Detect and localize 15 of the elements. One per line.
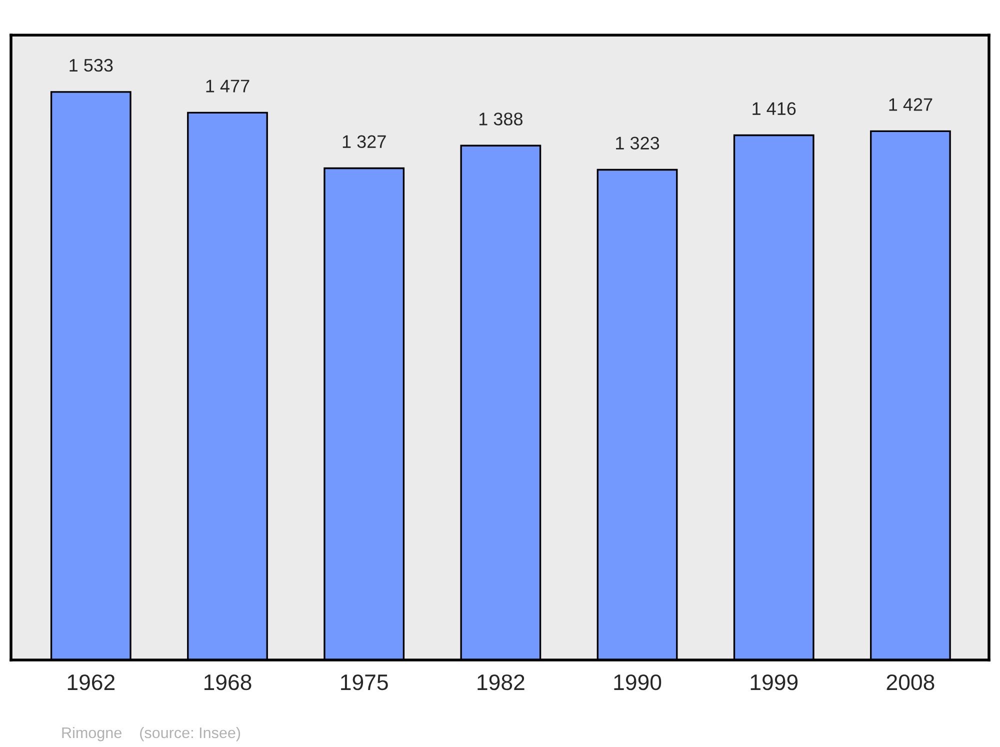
data-label: 1 323 <box>616 136 660 150</box>
data-label: 1 388 <box>479 112 522 126</box>
data-label: 1 477 <box>206 80 250 92</box>
x-tick-label: 1962 <box>68 674 115 690</box>
x-tick-label: 1999 <box>750 674 798 690</box>
data-label: 1 416 <box>752 102 796 116</box>
x-tick-label: 1975 <box>341 674 388 690</box>
data-label: 1 327 <box>342 135 386 148</box>
data-label: 1 427 <box>889 98 932 111</box>
x-tick-label: 1990 <box>614 674 662 690</box>
x-tick-label: 1982 <box>478 674 524 690</box>
x-tick-label: 1968 <box>204 674 252 690</box>
data-label: 1 533 <box>70 58 113 72</box>
x-tick-label: 2008 <box>886 674 934 690</box>
text: Rimogne (source: Insee) <box>62 726 240 742</box>
